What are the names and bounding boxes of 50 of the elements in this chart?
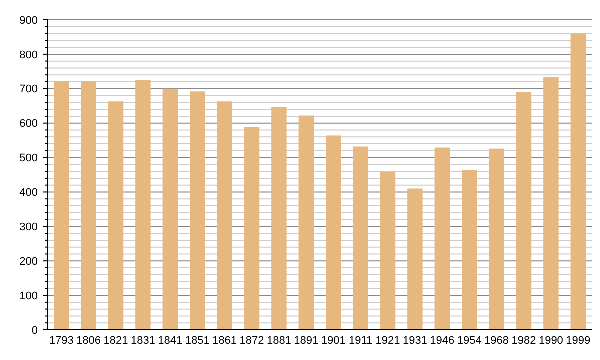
- bar: [190, 92, 206, 330]
- bar: [544, 78, 559, 330]
- x-tick-label: 1891: [294, 335, 319, 347]
- y-tick-label: 800: [20, 49, 38, 62]
- y-tick-label: 600: [20, 118, 38, 130]
- x-tick-label: 1946: [430, 335, 455, 347]
- x-tick-label: 1921: [376, 335, 400, 347]
- bar: [108, 102, 124, 330]
- x-tick-label: 1831: [130, 335, 156, 347]
- bar: [54, 82, 70, 330]
- x-tick-label: 1901: [321, 335, 346, 347]
- x-tick-label: 1982: [512, 335, 536, 347]
- bar: [380, 172, 396, 330]
- bar: [353, 146, 368, 330]
- bar: [217, 102, 232, 330]
- bar: [326, 136, 342, 330]
- x-tick-label: 1881: [266, 335, 292, 347]
- x-tick-label: 1990: [538, 335, 564, 347]
- x-tick-label: 1999: [566, 335, 591, 347]
- y-tick-label: 100: [20, 290, 38, 302]
- bar: [516, 92, 532, 330]
- y-tick-label: 200: [20, 256, 38, 268]
- x-tick-label: 1841: [158, 335, 183, 347]
- bar: [462, 170, 478, 330]
- bar: [408, 188, 423, 330]
- x-tick-label: 1911: [348, 335, 373, 347]
- x-tick-label: 1968: [484, 335, 510, 347]
- y-tick-label: 700: [20, 84, 38, 96]
- y-tick-label: 400: [20, 187, 38, 200]
- bar: [298, 116, 314, 330]
- y-tick-label: 0: [32, 324, 38, 337]
- bar: [136, 80, 151, 330]
- bar: [244, 127, 260, 330]
- y-tick-label: 900: [20, 14, 38, 27]
- x-tick-label: 1954: [457, 335, 482, 347]
- bar: [81, 82, 96, 330]
- bar: [570, 34, 586, 330]
- bar: [162, 88, 178, 330]
- bar: [272, 107, 287, 330]
- x-tick-label: 1861: [212, 335, 238, 347]
- x-tick-label: 1851: [185, 335, 210, 347]
- y-tick-label: 500: [20, 152, 38, 165]
- x-tick-label: 1793: [49, 335, 74, 347]
- x-tick-label: 1821: [104, 335, 128, 347]
- x-tick-label: 1806: [76, 335, 102, 347]
- x-tick-label: 1872: [240, 335, 264, 347]
- bar: [434, 148, 450, 330]
- x-tick-label: 1931: [402, 335, 428, 347]
- bar: [489, 148, 504, 330]
- y-tick-label: 300: [20, 222, 38, 234]
